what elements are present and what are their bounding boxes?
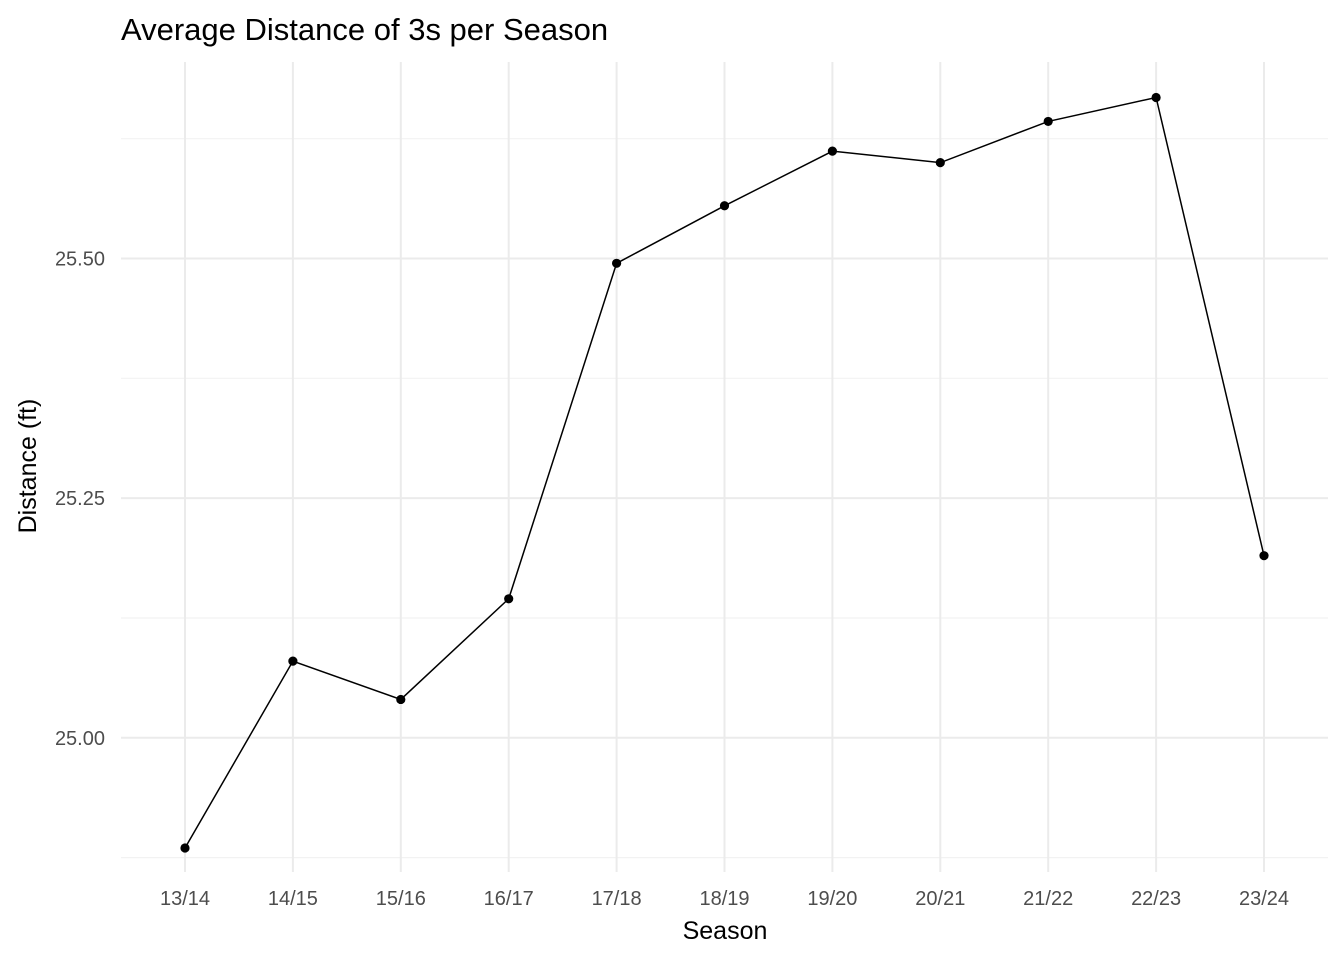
x-tick-label: 16/17 [484, 888, 534, 910]
grid [121, 62, 1328, 872]
x-axis-title: Season [683, 917, 768, 945]
x-tick-label: 20/21 [915, 888, 965, 910]
x-tick-label: 18/19 [699, 888, 749, 910]
data-point [180, 843, 190, 853]
points [180, 92, 1269, 853]
x-tick-label: 23/24 [1239, 888, 1289, 910]
data-point [288, 656, 298, 666]
data-point [396, 694, 406, 705]
data-point [612, 258, 622, 268]
x-tick-label: 19/20 [807, 888, 857, 910]
y-tick-label: 25.50 [55, 249, 105, 271]
data-point [827, 146, 838, 156]
data-point [1259, 551, 1269, 561]
data-point [1151, 92, 1161, 103]
y-axis-ticks: 25.00 25.25 25.50 [55, 249, 105, 750]
data-point [504, 594, 514, 604]
chart-title: Average Distance of 3s per Season [121, 12, 608, 47]
x-tick-label: 22/23 [1131, 888, 1181, 910]
x-tick-label: 14/15 [268, 888, 318, 910]
y-tick-label: 25.25 [55, 488, 105, 510]
x-tick-label: 15/16 [376, 888, 426, 910]
x-axis-ticks: 13/14 14/15 15/16 16/17 17/18 18/19 19/20 20/21… [160, 888, 1289, 910]
data-point [935, 158, 945, 168]
x-tick-label: 17/18 [592, 888, 642, 910]
data-point [1043, 116, 1053, 127]
x-tick-label: 13/14 [160, 888, 210, 910]
y-tick-label: 25.00 [55, 728, 105, 750]
data-point [719, 201, 730, 211]
x-tick-label: 21/22 [1023, 888, 1073, 910]
y-axis-title: Distance (ft) [14, 399, 42, 534]
